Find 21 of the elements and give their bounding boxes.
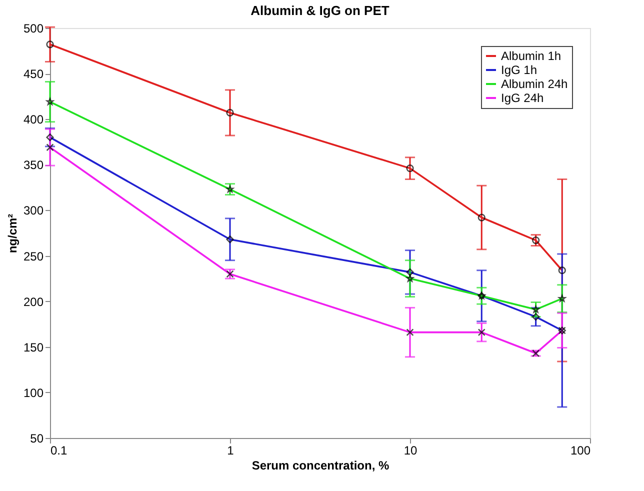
legend-label: Albumin 1h xyxy=(501,49,562,63)
x-tick-label: 100 xyxy=(570,444,591,458)
legend-label: Albumin 24h xyxy=(501,77,568,91)
y-tick-label: 100 xyxy=(23,386,44,400)
y-tick-label: 300 xyxy=(23,204,44,218)
y-axis-title: ng/cm² xyxy=(5,214,20,254)
y-tick-label: 50 xyxy=(30,432,44,446)
x-axis-title: Serum concentration, % xyxy=(252,458,390,472)
y-tick-label: 250 xyxy=(23,249,44,264)
chart-title: Albumin & IgG on PET xyxy=(250,3,390,18)
x-tick-label: 0.1 xyxy=(50,444,68,458)
y-tick-label: 500 xyxy=(23,22,44,36)
x-tick-label: 1 xyxy=(227,444,234,458)
y-tick-label: 150 xyxy=(23,340,44,354)
x-tick-label: 10 xyxy=(404,444,418,458)
legend-label: IgG 1h xyxy=(501,63,538,77)
y-tick-label: 350 xyxy=(23,158,44,172)
y-tick-label: 200 xyxy=(23,294,44,309)
y-tick-label: 450 xyxy=(23,67,44,82)
y-tick-label: 400 xyxy=(23,112,44,127)
legend-label: IgG 24h xyxy=(501,91,544,105)
